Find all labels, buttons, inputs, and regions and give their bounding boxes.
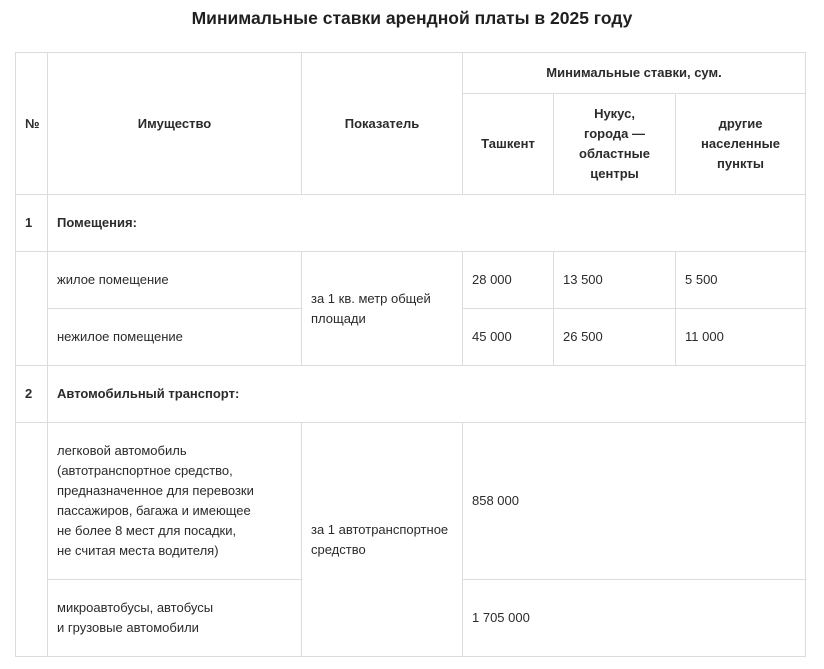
section-num: 1 bbox=[15, 194, 48, 252]
header-num: № bbox=[15, 52, 48, 195]
other-value: 11 000 bbox=[674, 308, 807, 366]
tashkent-value: 45 000 bbox=[462, 308, 554, 366]
header-property: Имущество bbox=[47, 52, 302, 195]
section-row: 1 Помещения: bbox=[15, 194, 807, 252]
table-row: жилое помещение за 1 кв. метр общей площа… bbox=[15, 251, 807, 366]
property-cell: жилое помещение bbox=[47, 251, 302, 309]
page-title: Минимальные ставки арендной платы в 2025… bbox=[191, 8, 633, 28]
table-row: легковой автомобиль (автотранспортное сре… bbox=[15, 422, 807, 657]
property-cell: нежилое помещение bbox=[47, 308, 302, 366]
header-rates-group: Минимальные ставки, сум. bbox=[461, 52, 807, 94]
indicator-cell: за 1 кв. метр общей площади bbox=[301, 251, 463, 366]
section-num: 2 bbox=[15, 365, 48, 423]
nukus-value: 13 500 bbox=[553, 251, 676, 309]
indicator-cell: за 1 автотранспортное средство bbox=[301, 422, 463, 657]
value-cell: 858 000 bbox=[461, 422, 807, 580]
property-cell: микроавтобусы, автобусы и грузовые автомо… bbox=[47, 579, 302, 657]
other-value: 5 500 bbox=[674, 251, 807, 309]
property-cell: легковой автомобиль (автотранспортное сре… bbox=[47, 422, 302, 580]
table-row: нежилое помещение 45 000 26 500 11 000 bbox=[16, 308, 807, 366]
tashkent-value: 28 000 bbox=[462, 251, 554, 309]
header-other: другие населенные пункты bbox=[674, 93, 807, 195]
header-nukus: Нукус, города — областные центры bbox=[553, 93, 676, 195]
nukus-value: 26 500 bbox=[553, 308, 676, 366]
table-row: микроавтобусы, автобусы и грузовые автомо… bbox=[16, 579, 807, 657]
rent-rates-table: № Имущество Показатель Минимальные ставк… bbox=[15, 52, 807, 657]
section-title: Автомобильный транспорт: bbox=[46, 365, 807, 423]
section-title: Помещения: bbox=[46, 194, 807, 252]
value-cell: 1 705 000 bbox=[461, 579, 807, 657]
header-indicator: Показатель bbox=[301, 52, 463, 195]
header-tashkent: Ташкент bbox=[462, 93, 554, 195]
section-row: 2 Автомобильный транспорт: bbox=[15, 365, 807, 423]
